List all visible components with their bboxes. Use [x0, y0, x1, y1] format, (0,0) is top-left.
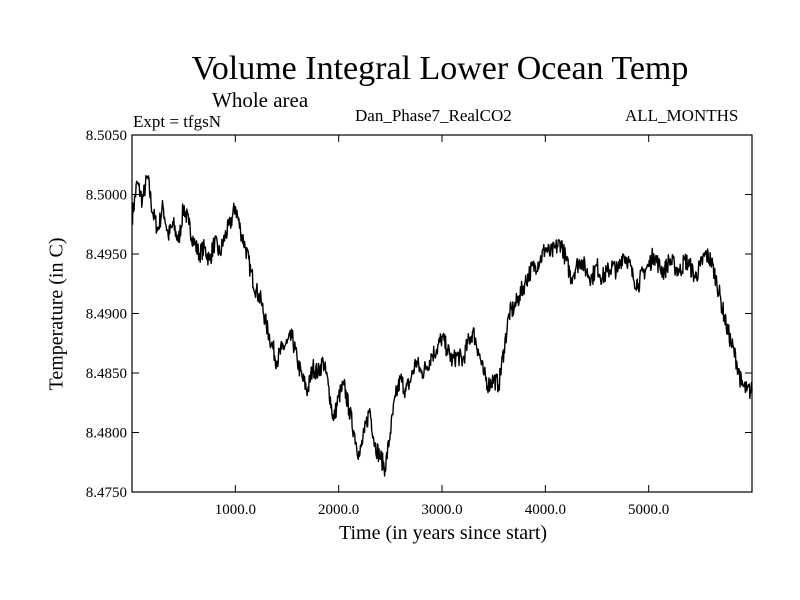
y-tick-label: 8.4850	[86, 366, 127, 382]
x-tick-label: 3000.0	[421, 502, 462, 518]
series-line	[131, 175, 753, 477]
y-tick-label: 8.4800	[86, 426, 127, 442]
x-tick-label: 2000.0	[318, 502, 359, 518]
y-tick-label: 8.5000	[86, 188, 127, 204]
x-tick-label: 5000.0	[628, 502, 669, 518]
chart-title: Volume Integral Lower Ocean Temp	[191, 50, 689, 87]
y-tick-label: 8.5050	[86, 128, 127, 144]
x-tick-label: 1000.0	[215, 502, 256, 518]
x-axis-label: Time (in years since start)	[338, 522, 548, 544]
experiment-label: Expt = tfgsN	[133, 112, 221, 131]
series-group	[131, 175, 753, 477]
y-tick-label: 8.4950	[86, 247, 127, 263]
x-axis-ticks: 1000.0 2000.0 3000.0 4000.0 5000.0	[215, 135, 669, 518]
y-axis-ticks: 8.4750 8.4800 8.4850 8.4900 8.4950 8.5000 8.50…	[86, 128, 752, 501]
y-tick-label: 8.4900	[86, 307, 127, 323]
months-label: ALL_MONTHS	[625, 106, 739, 125]
plot-frame	[131, 134, 753, 493]
x-tick-label: 4000.0	[525, 502, 566, 518]
run-label: Dan_Phase7_RealCO2	[355, 106, 512, 125]
chart-subtitle: Whole area	[212, 88, 309, 112]
y-tick-label: 8.4750	[86, 485, 127, 501]
